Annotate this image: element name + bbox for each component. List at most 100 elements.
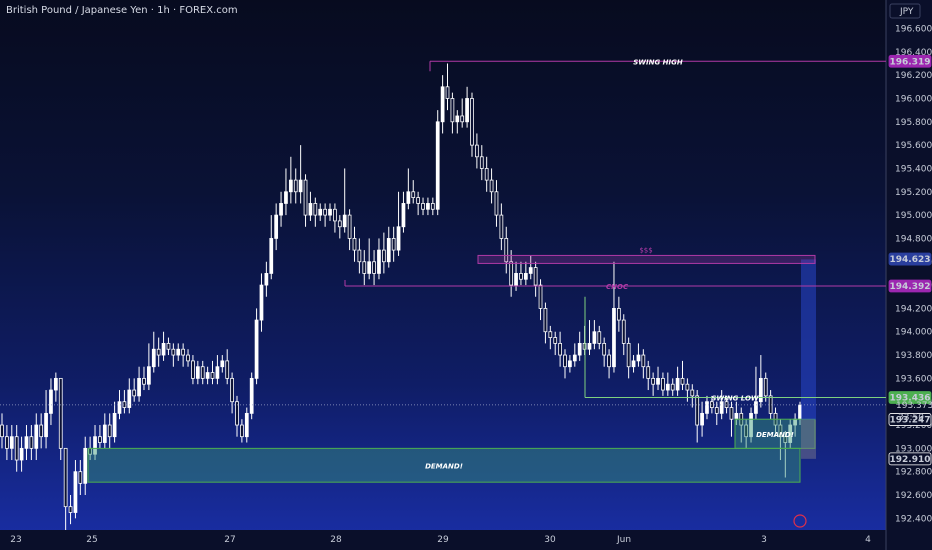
candle-body xyxy=(421,203,425,210)
liquidity-label: $$$ xyxy=(639,246,652,254)
position-target-box xyxy=(801,259,816,420)
x-tick-label: 30 xyxy=(544,535,556,545)
candle-body xyxy=(538,284,543,309)
candle-body xyxy=(377,249,381,274)
demand-zone xyxy=(87,447,801,483)
candle-body xyxy=(577,342,582,356)
candle-body xyxy=(381,249,386,263)
y-tick-label: 196.600 xyxy=(895,24,932,34)
price-tag-label: 192.910 xyxy=(890,455,931,465)
candle-body xyxy=(367,261,372,274)
candle-body xyxy=(254,319,259,379)
candle-body xyxy=(607,354,611,368)
candle-body xyxy=(651,377,655,385)
candle-body xyxy=(93,436,97,455)
price-tag-label: 193.436 xyxy=(890,394,931,404)
candle-body xyxy=(719,401,724,414)
candle-body xyxy=(778,424,783,438)
candle-body xyxy=(112,412,117,438)
candle-body xyxy=(563,354,567,368)
candle-body xyxy=(445,86,450,99)
candle-body xyxy=(9,436,14,449)
candle-body xyxy=(29,436,34,449)
candle-body xyxy=(264,273,269,286)
last-price-label: 193.373 xyxy=(896,401,932,411)
y-tick-label: 193.600 xyxy=(895,374,932,384)
candle-body xyxy=(714,407,719,414)
position-stop-box xyxy=(801,419,816,459)
x-tick-label: 25 xyxy=(86,535,97,545)
candle-body xyxy=(763,377,768,397)
candle-body xyxy=(568,360,572,368)
candle-body xyxy=(460,115,465,123)
candle-body xyxy=(166,342,171,350)
candle-body xyxy=(641,354,646,368)
price-tag xyxy=(888,252,932,266)
x-tick-label: 23 xyxy=(10,535,21,545)
candle-body xyxy=(176,348,181,356)
y-tick-label: 195.600 xyxy=(895,141,932,151)
candle-body xyxy=(528,267,533,274)
candle-body xyxy=(416,197,421,204)
candle-body xyxy=(127,389,132,408)
candle-body xyxy=(225,360,230,379)
candle-body xyxy=(729,407,734,420)
price-tag xyxy=(888,413,932,426)
price-tag-label: 194.392 xyxy=(890,282,931,292)
candle-body xyxy=(612,308,616,368)
y-tick-label: 195.800 xyxy=(895,118,932,128)
candle-body xyxy=(616,308,621,321)
candle-body xyxy=(240,424,244,438)
alert-icon xyxy=(793,514,807,528)
candle-body xyxy=(308,203,313,216)
candle-body xyxy=(587,342,592,350)
candle-body xyxy=(132,389,137,397)
candle-body xyxy=(288,179,293,193)
candle-body xyxy=(323,208,327,216)
candle-body xyxy=(685,383,690,391)
candle-body xyxy=(19,447,24,461)
price-tag xyxy=(888,391,932,404)
candle-body xyxy=(533,267,538,286)
candle-body xyxy=(269,238,274,274)
price-tag-label: 193.247 xyxy=(890,416,931,426)
candle-body xyxy=(631,360,636,368)
y-tick-label: 195.200 xyxy=(895,188,932,198)
y-tick-label: 196.000 xyxy=(895,94,932,104)
candle-body xyxy=(479,156,484,169)
candle-body xyxy=(426,203,430,210)
x-tick-label: 28 xyxy=(330,535,342,545)
candle-body xyxy=(440,86,445,123)
candle-body xyxy=(284,191,288,204)
demand-zone-label: DEMAND! xyxy=(756,431,794,439)
y-tick-label: 195.400 xyxy=(895,164,932,174)
candle-body xyxy=(656,377,660,385)
x-tick-label: 4 xyxy=(865,535,871,545)
y-tick-label: 196.400 xyxy=(895,48,932,58)
candle-body xyxy=(298,179,303,193)
candle-body xyxy=(195,366,200,379)
candle-body xyxy=(758,377,763,403)
candle-body xyxy=(151,348,156,368)
candle-body xyxy=(636,354,641,362)
candle-body xyxy=(391,238,396,251)
candle-body xyxy=(156,348,161,356)
candle-body xyxy=(210,372,215,379)
candle-body xyxy=(514,273,518,286)
candle-body xyxy=(181,348,186,356)
currency-label: JPY xyxy=(899,7,914,17)
candle-body xyxy=(186,354,190,362)
demand-zone-label: DEMAND! xyxy=(425,462,463,470)
y-tick-label: 193.800 xyxy=(895,351,932,361)
candle-body xyxy=(401,203,406,228)
candle-body xyxy=(318,208,323,216)
candle-body xyxy=(749,412,753,438)
chart-header-title: British Pound / Japanese Yen · 1h · FORE… xyxy=(6,5,238,16)
candle-body xyxy=(161,342,166,356)
price-tag-label: 194.623 xyxy=(890,255,931,265)
candle-body xyxy=(313,203,318,216)
x-tick-label: Jun xyxy=(616,535,631,545)
candle-body xyxy=(78,471,83,484)
